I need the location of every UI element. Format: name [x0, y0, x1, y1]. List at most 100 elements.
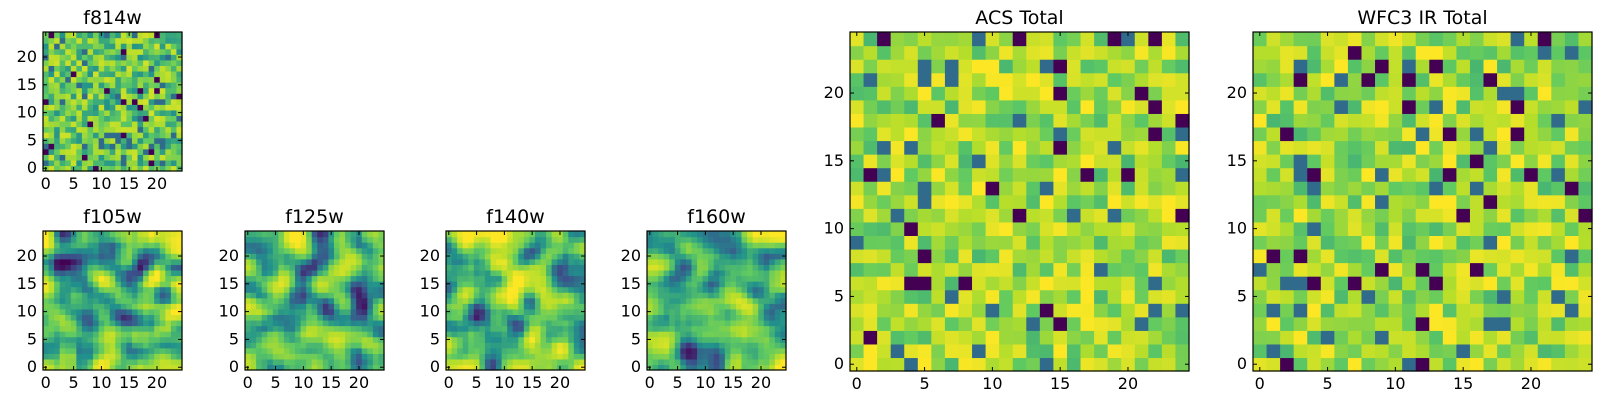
heatmap-cell: [944, 72, 960, 87]
heatmap-cell: [484, 319, 492, 327]
heatmap-cell: [1148, 208, 1163, 223]
heatmap-cell: [573, 247, 581, 254]
heatmap-cell: [143, 37, 150, 44]
heatmap-cell: [1524, 343, 1539, 359]
heatmap-cell: [245, 236, 252, 243]
heatmap-cell: [59, 242, 66, 249]
heatmap-cell: [1429, 221, 1444, 236]
heatmap-cell: [501, 358, 508, 366]
heatmap-cell: [735, 264, 743, 271]
heatmap-cell: [131, 126, 139, 133]
heatmap-cell: [1469, 86, 1485, 101]
heatmap-cell: [87, 347, 94, 354]
heatmap-cell: [890, 343, 905, 359]
heatmap-cell: [512, 242, 519, 249]
heatmap-cell: [59, 70, 66, 78]
heatmap-cell: [490, 336, 497, 343]
heatmap-cell: [562, 297, 569, 304]
heatmap-cell: [647, 342, 654, 349]
heatmap-cell: [1347, 343, 1363, 359]
heatmap-cell: [165, 137, 172, 144]
heatmap-cell: [850, 154, 865, 169]
heatmap-cell: [1483, 316, 1498, 331]
heatmap-cell: [356, 258, 363, 265]
heatmap-cell: [378, 358, 385, 366]
heatmap-cell: [546, 325, 553, 332]
heatmap-cell: [70, 70, 77, 78]
heatmap-cell: [278, 275, 285, 282]
heatmap-cell: [176, 297, 183, 304]
heatmap-cell: [328, 269, 335, 277]
heatmap-cell: [1080, 59, 1095, 74]
heatmap-cell: [917, 72, 932, 87]
heatmap-cell: [702, 308, 709, 315]
heatmap-cell: [496, 358, 503, 366]
heatmap-cell: [76, 236, 83, 243]
heatmap-cell: [523, 303, 530, 310]
heatmap-cell: [735, 281, 743, 288]
heatmap-cell: [529, 353, 536, 360]
heatmap-cell: [143, 115, 150, 122]
heatmap-cell: [697, 303, 704, 310]
heatmap-cell: [367, 292, 374, 299]
heatmap-cell: [1107, 248, 1122, 264]
heatmap-cell: [109, 120, 116, 128]
heatmap-cell: [697, 336, 704, 343]
heatmap-cell: [283, 342, 291, 349]
heatmap-cell: [752, 314, 759, 321]
heatmap-cell: [120, 104, 127, 111]
heatmap-cell: [65, 236, 72, 243]
heatmap-cell: [43, 303, 50, 310]
heatmap-cell: [59, 98, 66, 105]
heatmap-cell: [451, 314, 458, 321]
heatmap-cell: [1537, 140, 1552, 155]
heatmap-cell: [54, 48, 61, 55]
heatmap-cell: [877, 289, 892, 304]
heatmap-cell: [48, 104, 55, 111]
heatmap-cell: [317, 331, 324, 338]
y-tick-label: 15: [824, 151, 844, 170]
heatmap-cell: [523, 319, 530, 327]
heatmap-cell: [647, 242, 654, 249]
heatmap-cell: [652, 347, 659, 354]
heatmap-cell: [333, 336, 341, 343]
heatmap-cell: [115, 120, 122, 128]
heatmap-cell: [317, 358, 324, 366]
heatmap-cell: [708, 286, 715, 293]
heatmap-cell: [1442, 32, 1457, 47]
heatmap-cell: [904, 194, 919, 209]
heatmap-cell: [272, 247, 279, 254]
heatmap-cell: [1483, 343, 1498, 359]
heatmap-cell: [999, 59, 1014, 74]
heatmap-cell: [877, 59, 892, 74]
heatmap-cell: [1551, 235, 1566, 250]
heatmap-cell: [267, 314, 274, 321]
heatmap-cell: [256, 247, 263, 254]
heatmap-cell: [557, 281, 564, 288]
heatmap-cell: [917, 154, 932, 169]
heatmap-cell: [1094, 86, 1109, 101]
heatmap-cell: [468, 281, 475, 288]
heatmap-cell: [763, 258, 770, 265]
heatmap-cell: [93, 98, 100, 105]
heatmap-cell: [250, 242, 257, 249]
heatmap-cell: [451, 358, 458, 366]
heatmap-cell: [87, 120, 94, 128]
heatmap-cell: [999, 276, 1014, 291]
heatmap-cell: [148, 364, 155, 371]
heatmap-cell: [697, 253, 704, 260]
heatmap-cell: [356, 264, 363, 271]
heatmap-cell: [774, 319, 782, 327]
heatmap-cell: [1148, 357, 1163, 372]
heatmap-cell: [65, 76, 72, 83]
heatmap-cell: [98, 126, 105, 133]
heatmap-cell: [1334, 343, 1349, 359]
heatmap-cell: [1175, 32, 1190, 47]
heatmap-cell: [115, 115, 122, 122]
heatmap-cell: [70, 347, 77, 354]
heatmap-cell: [713, 331, 720, 338]
heatmap-cell: [1415, 86, 1430, 101]
heatmap-cell: [154, 286, 161, 293]
heatmap-cell: [143, 303, 150, 310]
heatmap-cell: [1388, 330, 1403, 345]
